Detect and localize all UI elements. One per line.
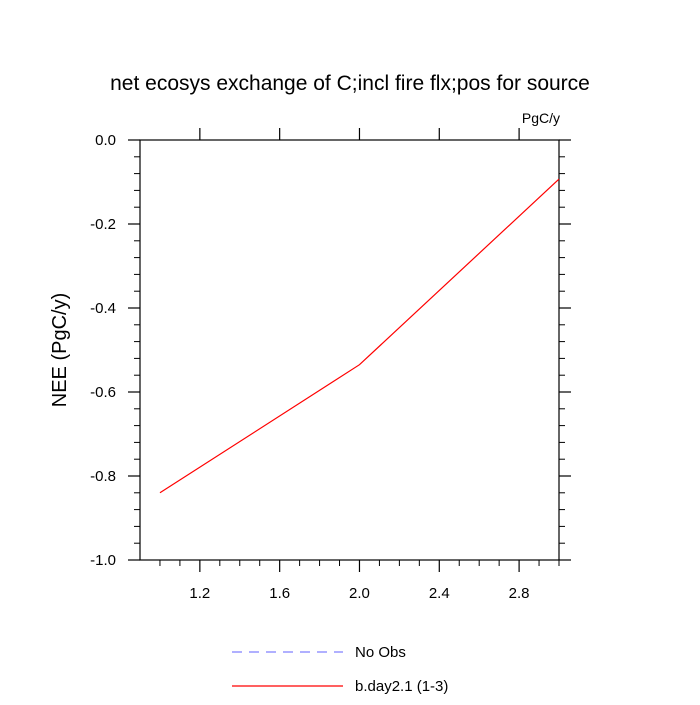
chart-title: net ecosys exchange of C;incl fire flx;p…: [110, 72, 590, 95]
x-tick-label: 2.0: [349, 585, 370, 602]
y-tick-label: -0.8: [90, 468, 116, 485]
chart-units-label: PgC/y: [522, 110, 560, 126]
x-tick-label: 1.2: [189, 585, 210, 602]
plot-frame: [139, 139, 560, 561]
y-tick-label: -1.0: [90, 552, 116, 569]
legend: No Obs b.day2.1 (1-3): [232, 644, 448, 695]
x-tick-label: 2.4: [429, 585, 450, 602]
legend-label-0: No Obs: [355, 644, 406, 661]
y-tick-label: -0.6: [90, 384, 116, 401]
series-line-1: [159, 178, 560, 494]
x-tick-label: 2.8: [509, 585, 530, 602]
y-tick-label: 0.0: [95, 132, 116, 149]
y-tick-label: -0.4: [90, 300, 116, 317]
y-tick-label: -0.2: [90, 216, 116, 233]
plot-area: 0.0 -0.2 -0.4 -0.6 -0.8 -1.0 1.2 1.6 2.0 2.4 2.8: [90, 128, 571, 602]
x-tick-label: 1.6: [269, 585, 290, 602]
y-axis-label: NEE (PgC/y): [49, 293, 71, 407]
legend-label-1: b.day2.1 (1-3): [355, 678, 448, 695]
